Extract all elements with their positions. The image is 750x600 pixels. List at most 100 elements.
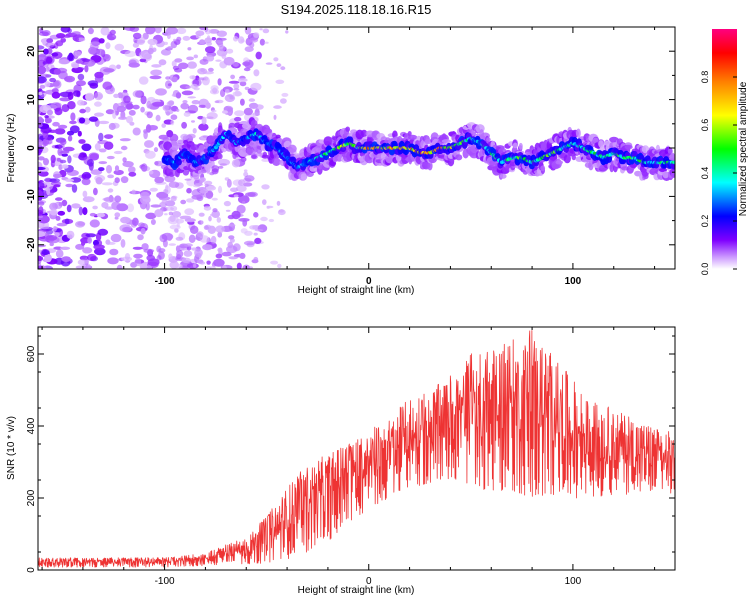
noise-blob (167, 46, 173, 51)
x-tick-label: 100 (565, 276, 582, 287)
noise-blob (61, 153, 68, 157)
noise-blob (202, 71, 214, 75)
noise-blob (49, 202, 58, 211)
noise-blob (66, 169, 79, 176)
noise-blob (228, 235, 235, 240)
noise-blob (187, 96, 197, 99)
noise-blob (176, 250, 184, 258)
ridge-halo (261, 154, 269, 159)
noise-blob (236, 204, 246, 214)
noise-blob (39, 225, 50, 230)
noise-blob (97, 228, 109, 236)
noise-blob (139, 58, 147, 63)
noise-blob (198, 123, 209, 131)
spectrogram-heatmap (38, 27, 675, 269)
noise-blob (146, 100, 152, 109)
noise-blob (38, 156, 45, 161)
noise-blob (45, 42, 55, 48)
noise-blob (155, 88, 167, 96)
noise-blob (107, 257, 119, 265)
noise-blob (58, 143, 65, 149)
noise-blob (54, 128, 66, 135)
noise-blob (210, 85, 219, 92)
noise-blob (146, 265, 152, 269)
noise-blob (119, 138, 131, 142)
noise-blob (55, 197, 63, 201)
noise-blob (199, 58, 209, 65)
y-tick-label: 0 (26, 145, 37, 151)
noise-blob (277, 263, 282, 269)
x-tick-label: 0 (366, 576, 372, 587)
noise-blob (231, 210, 241, 220)
noise-blob (94, 101, 102, 107)
colorbar: 0.0 0.2 0.4 0.6 0.8 Normalized spectral ampl… (700, 29, 749, 275)
noise-blob (176, 36, 182, 42)
noise-blob (145, 124, 152, 133)
noise-blob (41, 249, 50, 256)
snr-panel: -100 0 100 0 200 400 600 Height of straight li… (6, 326, 676, 596)
noise-blob (85, 233, 97, 238)
noise-blob (240, 98, 245, 106)
noise-blob (240, 39, 245, 43)
noise-blob (239, 81, 247, 87)
y-tick-label: -20 (26, 237, 37, 252)
noise-blob (57, 210, 66, 216)
noise-blob (194, 248, 203, 258)
noise-blob (98, 148, 107, 153)
ridge-body (606, 154, 613, 163)
x-tick-label: 100 (565, 576, 582, 587)
noise-blob (140, 227, 146, 235)
noise-blob (252, 112, 261, 117)
noise-blob (142, 32, 149, 40)
noise-blob (262, 199, 267, 206)
noise-blob (244, 175, 255, 182)
noise-blob (55, 215, 61, 221)
noise-blob (183, 111, 191, 117)
noise-blob (243, 67, 251, 72)
ridge-halo (228, 122, 236, 129)
ridge-halo (190, 144, 199, 151)
noise-blob (189, 225, 199, 234)
noise-blob (82, 196, 95, 203)
noise-blob (161, 199, 168, 204)
noise-blob (194, 183, 204, 187)
noise-blob (171, 60, 177, 67)
noise-blob (93, 187, 98, 196)
noise-blob (58, 59, 70, 65)
noise-blob (198, 212, 205, 217)
noise-blob (78, 117, 86, 124)
noise-blob (270, 260, 279, 265)
noise-blob (168, 211, 174, 216)
noise-blob (113, 169, 124, 176)
noise-blob (124, 253, 131, 260)
noise-blob (234, 116, 242, 122)
noise-blob (155, 114, 161, 122)
noise-blob (190, 83, 199, 89)
noise-blob (250, 82, 262, 91)
noise-blob (98, 132, 104, 142)
noise-blob (150, 219, 156, 225)
noise-blob (81, 173, 87, 180)
noise-blob (254, 229, 264, 232)
x-tick-label: 0 (366, 276, 372, 287)
noise-blob (276, 63, 282, 67)
noise-blob (220, 89, 226, 98)
noise-blob (259, 28, 263, 31)
noise-blob (81, 240, 86, 246)
noise-blob (205, 102, 211, 109)
noise-blob (52, 225, 58, 232)
noise-blob (147, 258, 160, 267)
noise-blob (100, 27, 110, 36)
noise-blob (89, 153, 99, 161)
colorbar-ticks: 0.0 0.2 0.4 0.6 0.8 (700, 71, 737, 275)
ridge-halo (218, 153, 223, 160)
noise-blob (154, 160, 163, 167)
ridge-halo (275, 134, 281, 139)
noise-blob (38, 31, 50, 37)
noise-blob (278, 209, 284, 213)
noise-blob (168, 253, 173, 260)
noise-blob (203, 76, 209, 81)
noise-blob (131, 189, 136, 195)
noise-blob (85, 92, 94, 102)
